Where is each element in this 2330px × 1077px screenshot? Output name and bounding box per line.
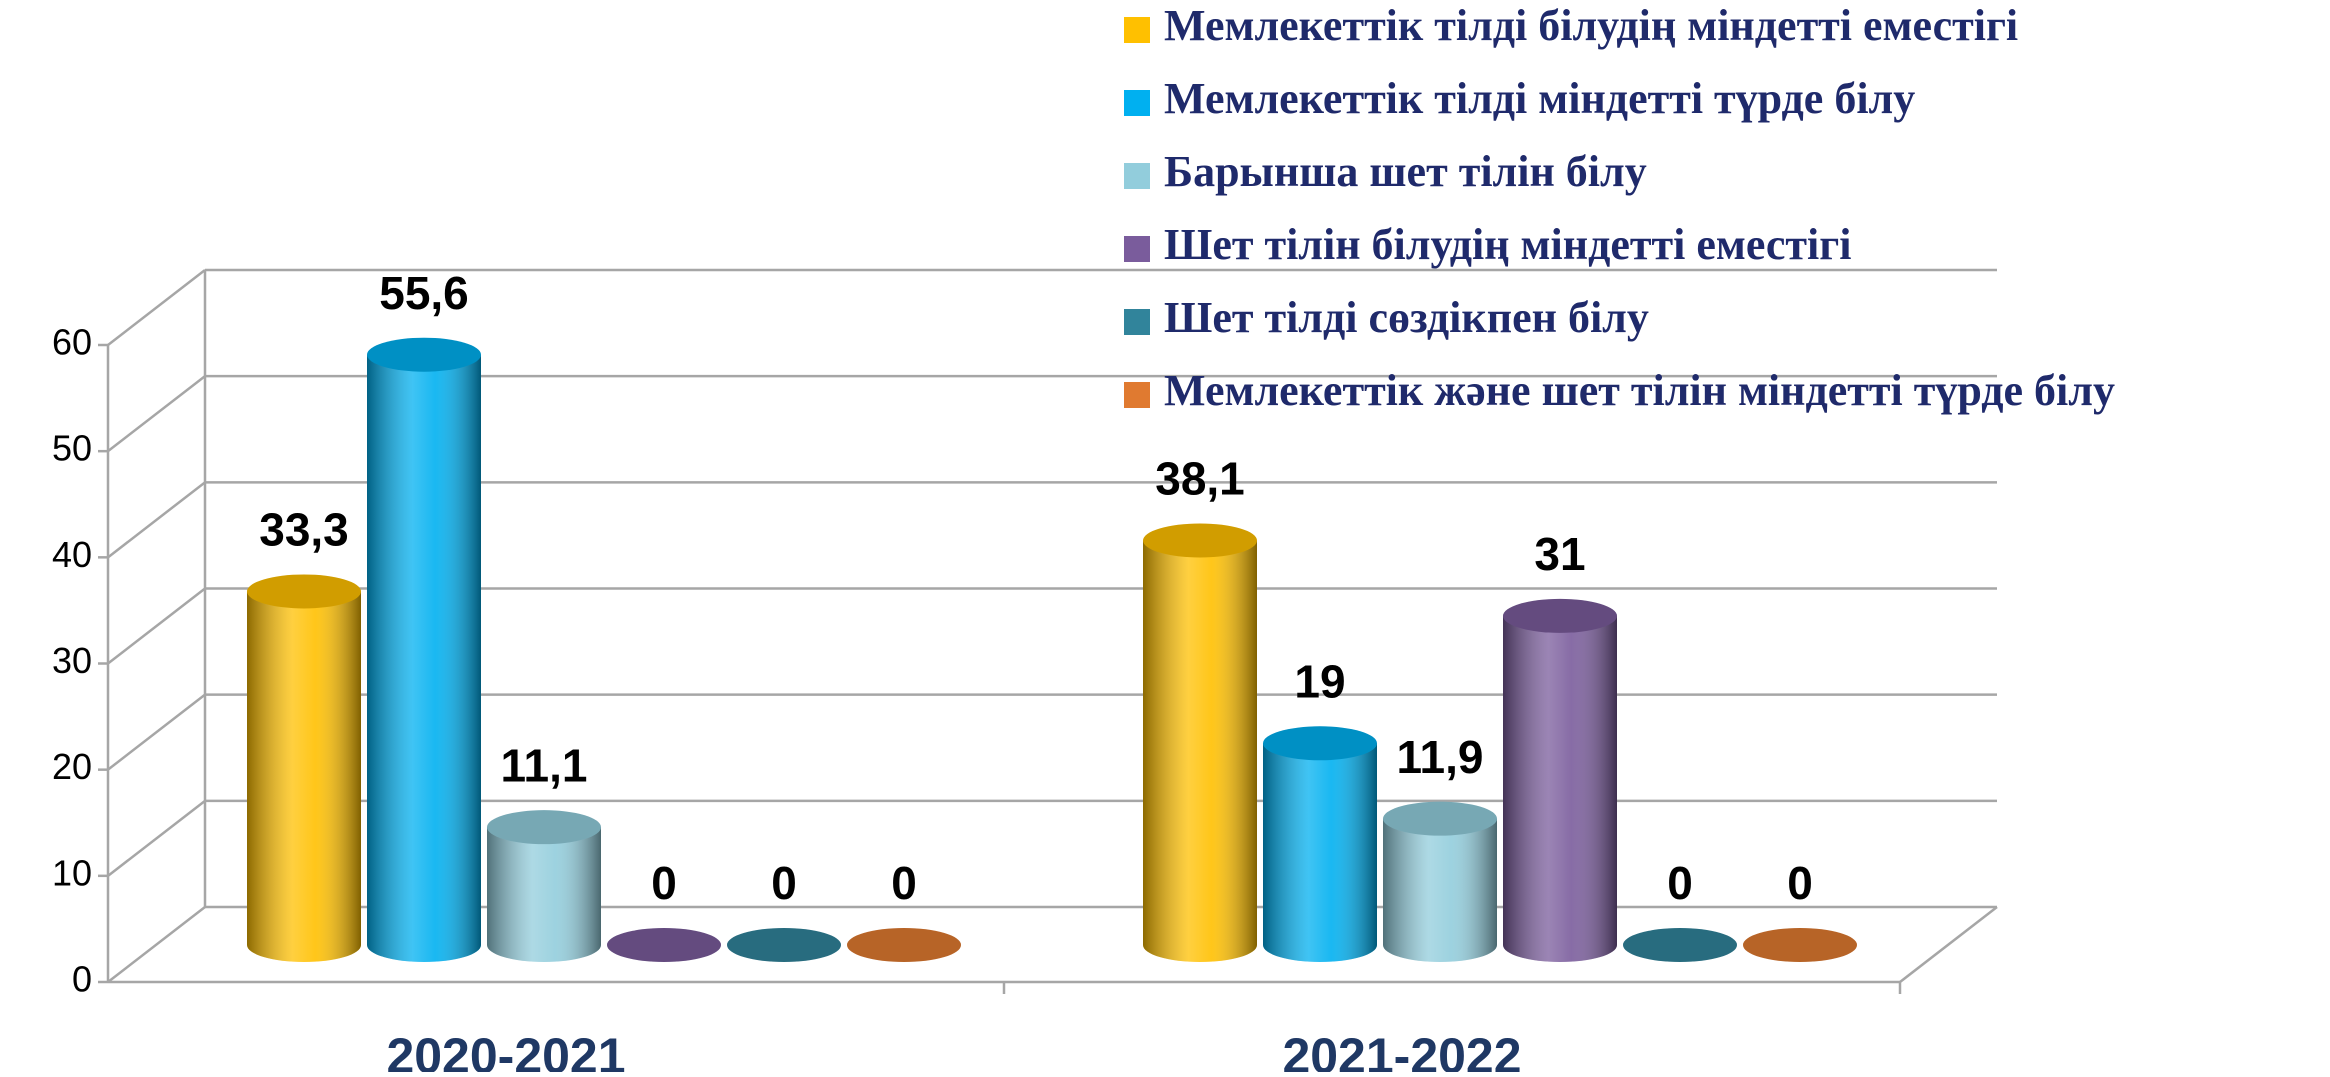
- bar-top: [247, 574, 361, 609]
- legend-swatch: [1124, 382, 1150, 408]
- bar-top: [1623, 928, 1737, 962]
- x-tick-label: 2021-2022: [1282, 1028, 1521, 1072]
- bar-top: [847, 928, 961, 962]
- y-tick-label: 50: [52, 428, 92, 469]
- bar-top: [727, 928, 841, 962]
- value-label: 0: [1667, 857, 1693, 909]
- bar-top-shade: [727, 928, 841, 962]
- bar-top: [1743, 928, 1857, 962]
- value-label: 11,1: [501, 739, 588, 791]
- bar: [247, 574, 361, 962]
- legend-label: Мемлекеттік тілді міндетті түрде білу: [1164, 74, 1915, 123]
- bar-top-shade: [1743, 928, 1857, 962]
- bar-top-shade: [1143, 523, 1257, 558]
- bar-top: [1263, 726, 1377, 761]
- x-tick-label: 2020-2021: [386, 1028, 625, 1072]
- bar-shade: [487, 827, 601, 962]
- bar: [1743, 928, 1857, 962]
- grid-line: [107, 269, 206, 346]
- bar: [367, 337, 481, 962]
- bar-top: [1143, 523, 1257, 558]
- bar: [1263, 726, 1377, 962]
- bar-top: [487, 810, 601, 845]
- grid-line: [107, 799, 206, 877]
- legend-label: Шет тілді сөздікпен білу: [1164, 293, 1649, 342]
- legend-label: Барынша шет тілін білу: [1164, 147, 1647, 196]
- bar-shade: [1503, 615, 1617, 962]
- bar-shade: [1263, 743, 1377, 962]
- bar-top-shade: [607, 928, 721, 962]
- grid-line: [107, 481, 206, 559]
- bar-shade: [247, 591, 361, 962]
- bar-top: [1383, 801, 1497, 836]
- bar: [1383, 801, 1497, 962]
- legend-label: Шет тілін білудің міндетті еместігі: [1164, 220, 1851, 269]
- legend-label: Мемлекеттік және шет тілін міндетті түрд…: [1164, 366, 2115, 415]
- value-label: 38,1: [1155, 453, 1245, 505]
- bar-top: [1503, 598, 1617, 633]
- bar: [727, 928, 841, 962]
- y-tick-label: 10: [52, 852, 92, 893]
- bar-top-shade: [247, 574, 361, 609]
- bar-top: [367, 337, 481, 372]
- bar: [847, 928, 961, 962]
- bar-top: [607, 928, 721, 962]
- y-tick-label: 30: [52, 640, 92, 681]
- value-label: 33,3: [259, 504, 349, 556]
- grid-line: [107, 587, 206, 665]
- bar: [1623, 928, 1737, 962]
- bar-shade: [1383, 818, 1497, 962]
- bar-top-shade: [367, 337, 481, 372]
- grid-line: [107, 906, 206, 983]
- legend-swatch: [1124, 309, 1150, 335]
- bar-top-shade: [1263, 726, 1377, 761]
- value-label: 11,9: [1397, 731, 1484, 783]
- floor-edge: [1899, 906, 1998, 983]
- y-tick-label: 0: [72, 959, 92, 1000]
- value-label: 0: [891, 857, 917, 909]
- bar-top-shade: [1383, 801, 1497, 836]
- legend-swatch: [1124, 236, 1150, 262]
- bar-shade: [367, 354, 481, 962]
- bar: [487, 810, 601, 962]
- value-label: 55,6: [379, 267, 469, 319]
- grid-line: [107, 693, 206, 771]
- y-tick-label: 40: [52, 534, 92, 575]
- legend-swatch: [1124, 17, 1150, 43]
- legend-label: Мемлекеттік тілді білудің міндетті емест…: [1164, 1, 2018, 50]
- legend-swatch: [1124, 90, 1150, 116]
- bar-top-shade: [1503, 598, 1617, 633]
- bar: [607, 928, 721, 962]
- y-tick-label: 20: [52, 746, 92, 787]
- bar: [1143, 523, 1257, 962]
- value-label: 31: [1534, 528, 1585, 580]
- legend-swatch: [1124, 163, 1150, 189]
- bar-top-shade: [1623, 928, 1737, 962]
- y-tick-label: 60: [52, 322, 92, 363]
- value-label: 19: [1294, 655, 1345, 707]
- bar-top-shade: [487, 810, 601, 845]
- grid-line: [107, 375, 206, 453]
- value-label: 0: [651, 857, 677, 909]
- value-label: 0: [1787, 857, 1813, 909]
- value-label: 0: [771, 857, 797, 909]
- bar-shade: [1143, 540, 1257, 962]
- bar-top-shade: [847, 928, 961, 962]
- bar: [1503, 598, 1617, 962]
